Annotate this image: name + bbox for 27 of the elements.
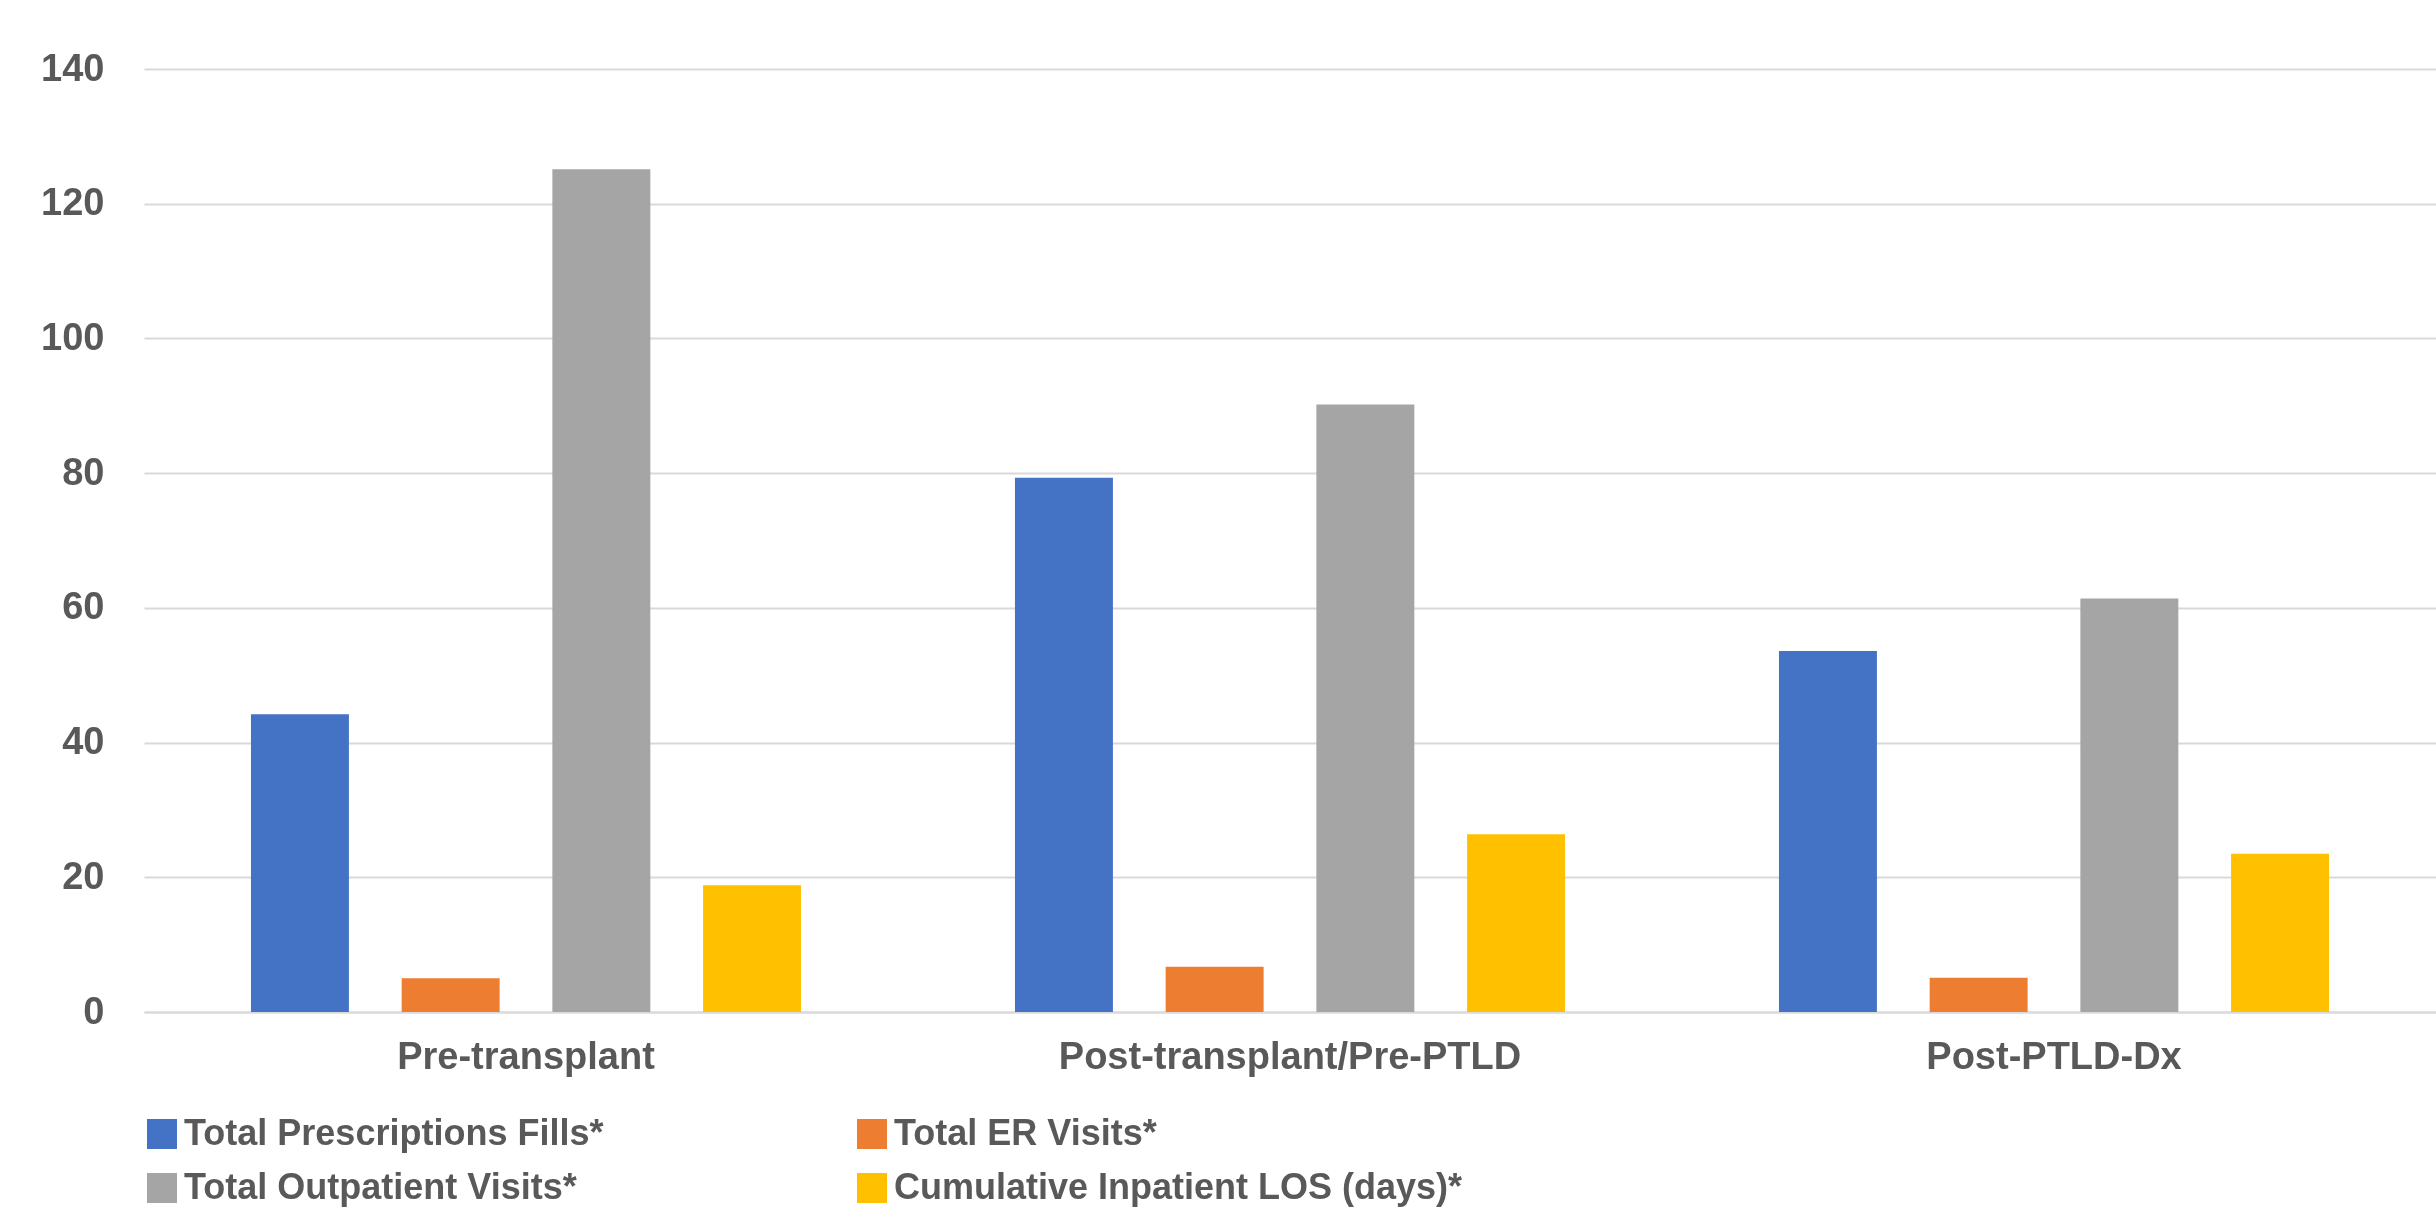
y-tick-label: 100 — [41, 315, 105, 358]
bar — [401, 978, 500, 1012]
y-tick-label: 0 — [83, 989, 105, 1032]
legend-label: Total Outpatient Visits* — [184, 1166, 577, 1207]
bar — [1929, 977, 2028, 1012]
bar — [1467, 834, 1566, 1012]
bar — [1165, 966, 1264, 1012]
y-tick-label: 80 — [62, 450, 105, 493]
y-tick-label: 40 — [62, 720, 105, 763]
y-tick-label: 140 — [41, 46, 105, 89]
y-tick-label: 60 — [62, 585, 105, 628]
bar — [1014, 477, 1113, 1012]
x-tick-label: Post-PTLD-Dx — [1926, 1034, 2182, 1077]
y-tick-label: 20 — [62, 854, 105, 897]
legend-label: Total ER Visits* — [894, 1112, 1157, 1153]
bar — [552, 169, 651, 1012]
bar — [2080, 598, 2179, 1012]
bar — [250, 714, 349, 1012]
legend-label: Total Prescriptions Fills* — [184, 1112, 604, 1153]
x-tick-label: Post-transplant/Pre-PTLD — [1058, 1034, 1522, 1077]
bar — [2231, 853, 2330, 1012]
y-tick-label: 120 — [41, 181, 105, 224]
x-tick-label: Pre-transplant — [397, 1034, 656, 1077]
bar — [1316, 404, 1415, 1012]
legend-label: Cumulative Inpatient LOS (days)* — [894, 1166, 1463, 1207]
bar — [703, 885, 802, 1012]
bar — [1778, 650, 1877, 1012]
